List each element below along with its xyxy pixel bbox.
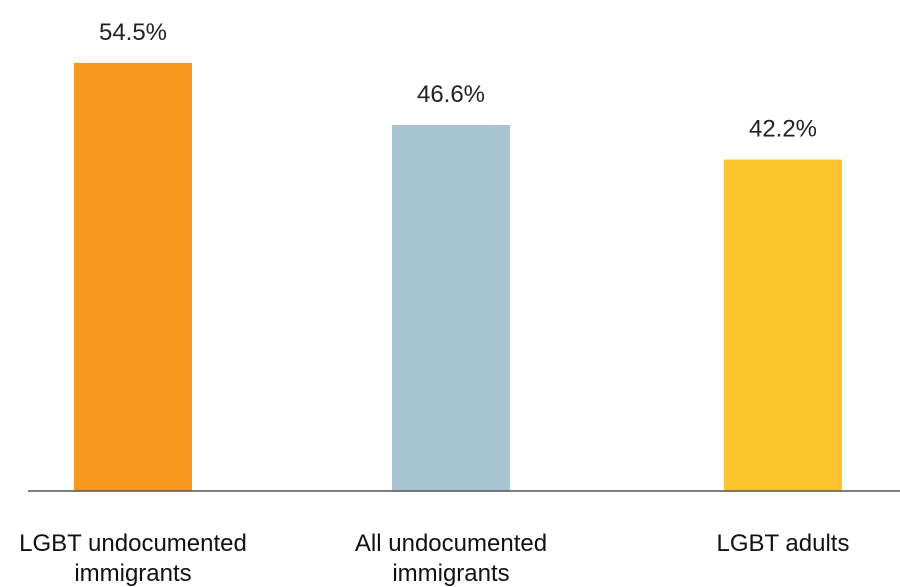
bars-layer (74, 62, 842, 491)
category-label-3-line-1: LGBT adults (717, 530, 850, 557)
bar-1 (74, 62, 192, 491)
category-label-1-line-1: LGBT undocumented (19, 530, 247, 557)
value-label-2: 46.6% (417, 81, 485, 108)
value-label-3: 42.2% (749, 116, 817, 143)
category-label-2-line-1: All undocumented (355, 530, 547, 557)
category-label-1: LGBT undocumented immigrants (19, 530, 247, 587)
category-label-2-line-2: immigrants (392, 560, 509, 587)
category-label-2: All undocumented immigrants (355, 530, 547, 587)
value-label-1: 54.5% (99, 19, 167, 46)
bar-3 (724, 159, 842, 491)
bar-2 (392, 124, 510, 491)
category-label-3: LGBT adults (717, 530, 850, 557)
category-label-1-line-2: immigrants (74, 560, 191, 587)
value-labels-layer: 54.5% 46.6% 42.2% (99, 19, 817, 143)
